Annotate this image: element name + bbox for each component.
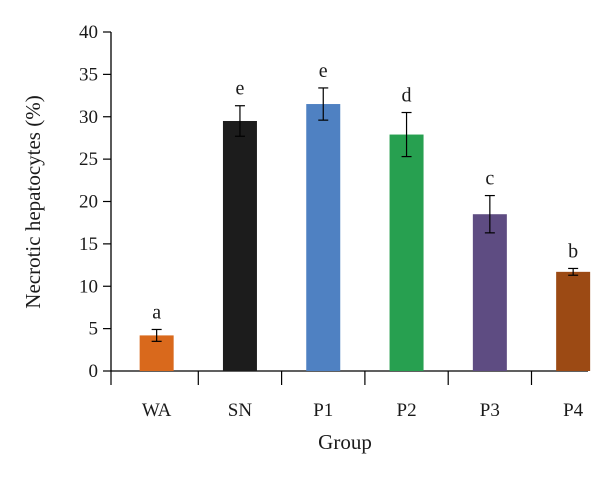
y-tick-label: 5	[89, 319, 99, 340]
significance-label: e	[236, 78, 245, 100]
x-tick-label: P3	[480, 400, 500, 421]
plot-area: 0 5 10 15 20 25 30 35 40 a WA e SN e P1 d P2 c P3 b P4	[79, 22, 591, 421]
y-tick-label: 40	[79, 22, 98, 43]
y-tick-label: 35	[79, 64, 98, 85]
y-tick-label: 0	[89, 361, 99, 382]
significance-label: e	[319, 60, 328, 82]
x-tick-label: WA	[142, 400, 172, 421]
bar-p3	[472, 214, 507, 371]
bar-p1	[306, 104, 341, 371]
x-axis-title: Group	[318, 430, 372, 454]
y-tick-label: 15	[79, 234, 98, 255]
y-axis-title: Necrotic hepatocytes (%)	[21, 95, 45, 308]
x-tick-label: P1	[313, 400, 333, 421]
x-tick-label: P2	[397, 400, 417, 421]
x-tick-label: P4	[563, 400, 584, 421]
bar-sn	[222, 120, 257, 371]
significance-label: c	[485, 168, 494, 190]
y-tick-label: 30	[79, 107, 98, 128]
bar-p4	[556, 271, 591, 371]
x-tick-label: SN	[228, 400, 253, 421]
y-tick-label: 20	[79, 192, 98, 213]
significance-label: b	[568, 240, 578, 262]
significance-label: a	[152, 301, 161, 323]
significance-label: d	[402, 85, 412, 107]
y-tick-label: 25	[79, 149, 98, 170]
y-tick-label: 10	[79, 276, 98, 297]
bar-p2	[389, 134, 424, 371]
